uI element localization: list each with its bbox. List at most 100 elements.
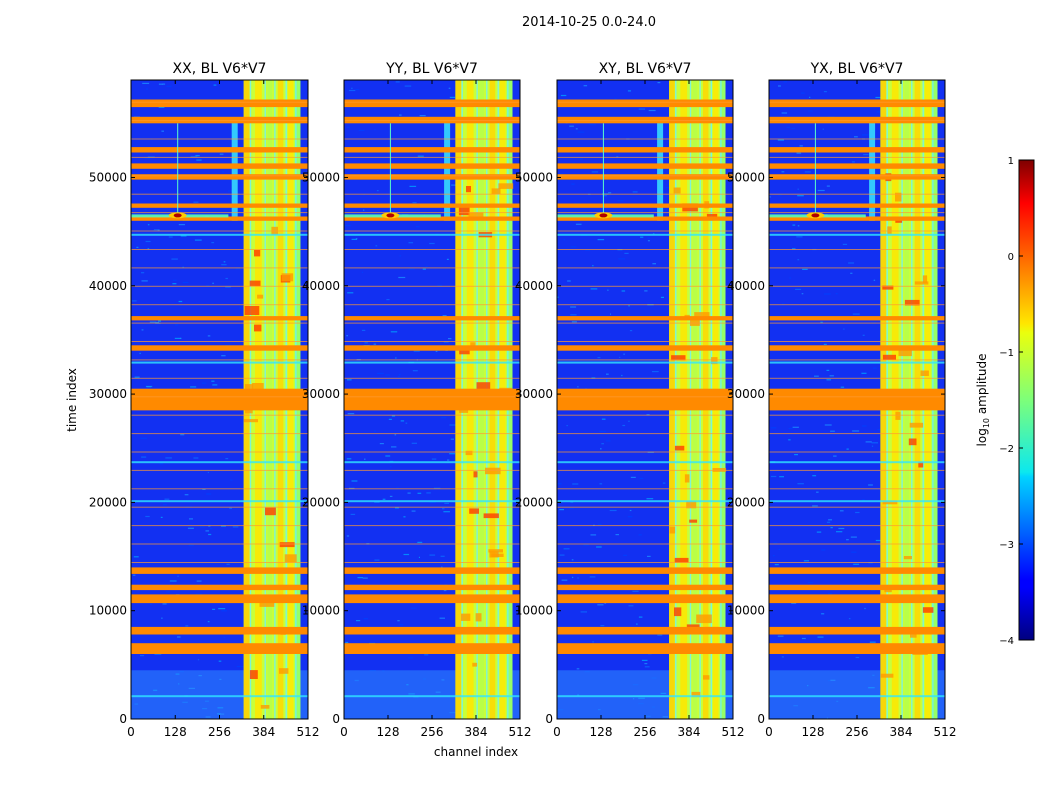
colorbar-tick-label: −4 xyxy=(999,636,1014,647)
noise-speck xyxy=(399,114,402,116)
panel-title-1: XX, BL V6*V7 xyxy=(173,61,267,77)
noise-speck xyxy=(627,90,631,92)
panel-title-3: XY, BL V6*V7 xyxy=(599,61,692,77)
noise-speck xyxy=(219,153,224,155)
noise-speck xyxy=(397,620,400,622)
flagged-time-band xyxy=(344,147,520,153)
flag-line xyxy=(344,304,520,306)
rfi-hotspot xyxy=(485,467,501,475)
noise-speck xyxy=(161,617,163,619)
flagged-time-band xyxy=(131,316,308,321)
y-tick-label: 50000 xyxy=(89,170,127,184)
panels-group: XX, BL V6*V7 0 128 256 384 512 0 10000 20000 3000… xyxy=(89,61,957,739)
flag-line xyxy=(557,451,733,453)
noise-speck xyxy=(146,386,151,388)
flag-line xyxy=(131,341,308,342)
flagged-time-band xyxy=(344,99,520,108)
noise-speck xyxy=(822,128,824,130)
noise-speck xyxy=(623,554,627,556)
noise-speck xyxy=(577,386,579,388)
noise-speck xyxy=(862,499,865,501)
noise-speck xyxy=(211,380,215,382)
noise-speck xyxy=(840,386,845,388)
noise-speck xyxy=(826,521,831,523)
noise-speck xyxy=(797,259,800,261)
noise-speck xyxy=(147,248,150,250)
rfi-hotspot xyxy=(468,212,484,221)
noise-speck xyxy=(823,293,831,295)
noise-speck xyxy=(570,246,577,248)
y-tick-label: 20000 xyxy=(727,495,765,509)
y-tick-label: 40000 xyxy=(727,279,765,293)
rfi-hotspot xyxy=(281,273,294,282)
noise-speck xyxy=(792,426,799,428)
cyan-line xyxy=(769,461,945,464)
noise-speck xyxy=(363,209,365,211)
noise-speck xyxy=(863,154,869,156)
noise-speck xyxy=(218,660,222,662)
noise-speck xyxy=(792,224,796,226)
x-axis-label: channel index xyxy=(434,745,518,759)
noise-speck xyxy=(559,509,564,511)
flag-line xyxy=(131,249,308,250)
noise-speck xyxy=(777,139,784,141)
flagged-time-band xyxy=(557,116,733,124)
rfi-hotspot xyxy=(908,438,917,446)
noise-speck xyxy=(657,82,661,84)
noise-speck xyxy=(411,442,417,444)
heatmap-cells-1 xyxy=(131,80,308,719)
flagged-time-band xyxy=(344,216,520,221)
noise-speck xyxy=(628,305,630,307)
noise-speck xyxy=(207,471,209,474)
y-tick-label: 40000 xyxy=(302,279,340,293)
noise-speck xyxy=(133,556,139,558)
cyan-line xyxy=(557,695,733,698)
noise-speck xyxy=(828,519,832,521)
noise-speck xyxy=(178,300,183,303)
noise-speck xyxy=(830,430,835,432)
x-tick-label: 512 xyxy=(934,725,957,739)
noise-speck xyxy=(227,190,234,192)
noise-speck xyxy=(374,559,380,561)
noise-speck xyxy=(166,591,170,593)
flagged-time-band xyxy=(131,567,308,574)
flag-line xyxy=(769,359,945,361)
flagged-time-band xyxy=(557,216,733,221)
noise-speck xyxy=(182,266,185,268)
cyan-line xyxy=(344,461,520,464)
flag-line xyxy=(769,175,945,177)
rfi-hotspot xyxy=(249,280,261,287)
flag-line xyxy=(769,562,945,563)
noise-speck xyxy=(855,656,860,659)
noise-speck xyxy=(357,577,363,579)
noise-speck xyxy=(814,375,819,377)
noise-speck xyxy=(772,555,775,557)
noise-speck xyxy=(781,656,784,658)
noise-speck xyxy=(846,448,849,450)
noise-speck xyxy=(770,475,777,478)
noise-speck xyxy=(560,94,567,97)
colorbar-tick-label: −3 xyxy=(999,540,1014,551)
flagged-time-band xyxy=(769,594,945,604)
flag-line xyxy=(344,267,520,269)
x-tick-label: 384 xyxy=(252,725,275,739)
cyan-line xyxy=(131,500,308,503)
noise-speck xyxy=(400,420,405,422)
noise-speck xyxy=(405,422,408,424)
noise-speck xyxy=(221,610,227,612)
rfi-hotspot xyxy=(882,285,894,290)
cyan-line xyxy=(344,695,520,698)
heatmap-cells-3 xyxy=(557,80,733,719)
rfi-hotspot xyxy=(674,557,689,563)
noise-speck xyxy=(169,580,177,582)
y-tick-label: 30000 xyxy=(515,387,553,401)
vertical-streak xyxy=(231,117,238,221)
flag-line xyxy=(557,249,733,250)
flagged-time-band xyxy=(557,174,733,180)
noise-speck xyxy=(158,83,164,85)
noise-speck xyxy=(826,369,830,371)
flagged-time-band xyxy=(769,216,945,221)
flagged-time-band xyxy=(131,643,308,654)
flag-line xyxy=(769,506,945,508)
noise-speck xyxy=(597,239,605,241)
